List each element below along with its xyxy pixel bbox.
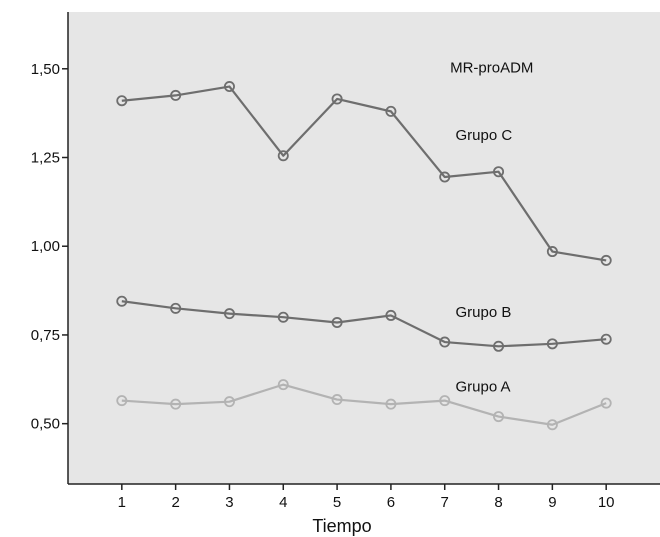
- x-axis-title: Tiempo: [312, 516, 371, 536]
- series-layer: [116, 81, 612, 431]
- y-tick-label: 1,50: [31, 61, 60, 78]
- x-tick-label: 4: [279, 494, 287, 511]
- data-point: [277, 379, 289, 391]
- series-line: [121, 300, 607, 348]
- data-point: [493, 340, 505, 352]
- data-point: [170, 89, 182, 101]
- y-tick-label: 0,50: [31, 416, 60, 433]
- annotation-label: Grupo B: [455, 304, 511, 321]
- x-tick-label: 7: [441, 494, 449, 511]
- data-point: [546, 419, 558, 431]
- data-point: [546, 338, 558, 350]
- x-tick-label: 6: [387, 494, 395, 511]
- data-point: [116, 295, 128, 307]
- annotation-label: Grupo C: [455, 127, 512, 144]
- x-ticks: 1 2 3 4 5 6 7 8 9 10: [118, 484, 615, 511]
- x-tick-label: 1: [118, 494, 126, 511]
- data-point: [600, 397, 612, 409]
- data-point: [439, 395, 451, 407]
- annotation-label: MR-proADM: [450, 59, 533, 76]
- series-3: [116, 379, 612, 431]
- data-point: [223, 308, 235, 320]
- x-tick-label: 2: [171, 494, 179, 511]
- data-point: [493, 411, 505, 423]
- annotation-label: Grupo A: [455, 379, 510, 396]
- x-tick-label: 3: [225, 494, 233, 511]
- data-point: [385, 398, 397, 410]
- data-point: [331, 93, 343, 105]
- data-point: [546, 246, 558, 258]
- series-line: [121, 85, 607, 262]
- x-tick-label: 5: [333, 494, 341, 511]
- x-tick-label: 9: [548, 494, 556, 511]
- data-point: [493, 166, 505, 178]
- data-point: [170, 302, 182, 314]
- y-tick-label: 1,25: [31, 150, 60, 167]
- data-point: [223, 396, 235, 408]
- x-tick-label: 8: [494, 494, 502, 511]
- y-tick-label: 1,00: [31, 238, 60, 255]
- data-point: [385, 309, 397, 321]
- plot-area: [68, 12, 660, 484]
- y-tick-label: 0,75: [31, 327, 60, 344]
- data-point: [170, 398, 182, 410]
- data-point: [277, 311, 289, 323]
- series-line: [121, 383, 607, 426]
- data-point: [331, 394, 343, 406]
- series-2: [116, 295, 612, 352]
- data-point: [223, 81, 235, 93]
- data-point: [116, 395, 128, 407]
- data-point: [385, 105, 397, 117]
- y-ticks: 0,50 0,75 1,00 1,25 1,50: [31, 61, 68, 433]
- data-point: [439, 171, 451, 183]
- data-point: [116, 95, 128, 107]
- data-point: [277, 150, 289, 162]
- data-point: [600, 254, 612, 266]
- series-1: [116, 81, 612, 266]
- data-point: [600, 333, 612, 345]
- x-tick-label: 10: [598, 494, 615, 511]
- data-point: [439, 336, 451, 348]
- annotations: MR-proADM Grupo C Grupo B Grupo A: [450, 59, 533, 395]
- data-point: [331, 317, 343, 329]
